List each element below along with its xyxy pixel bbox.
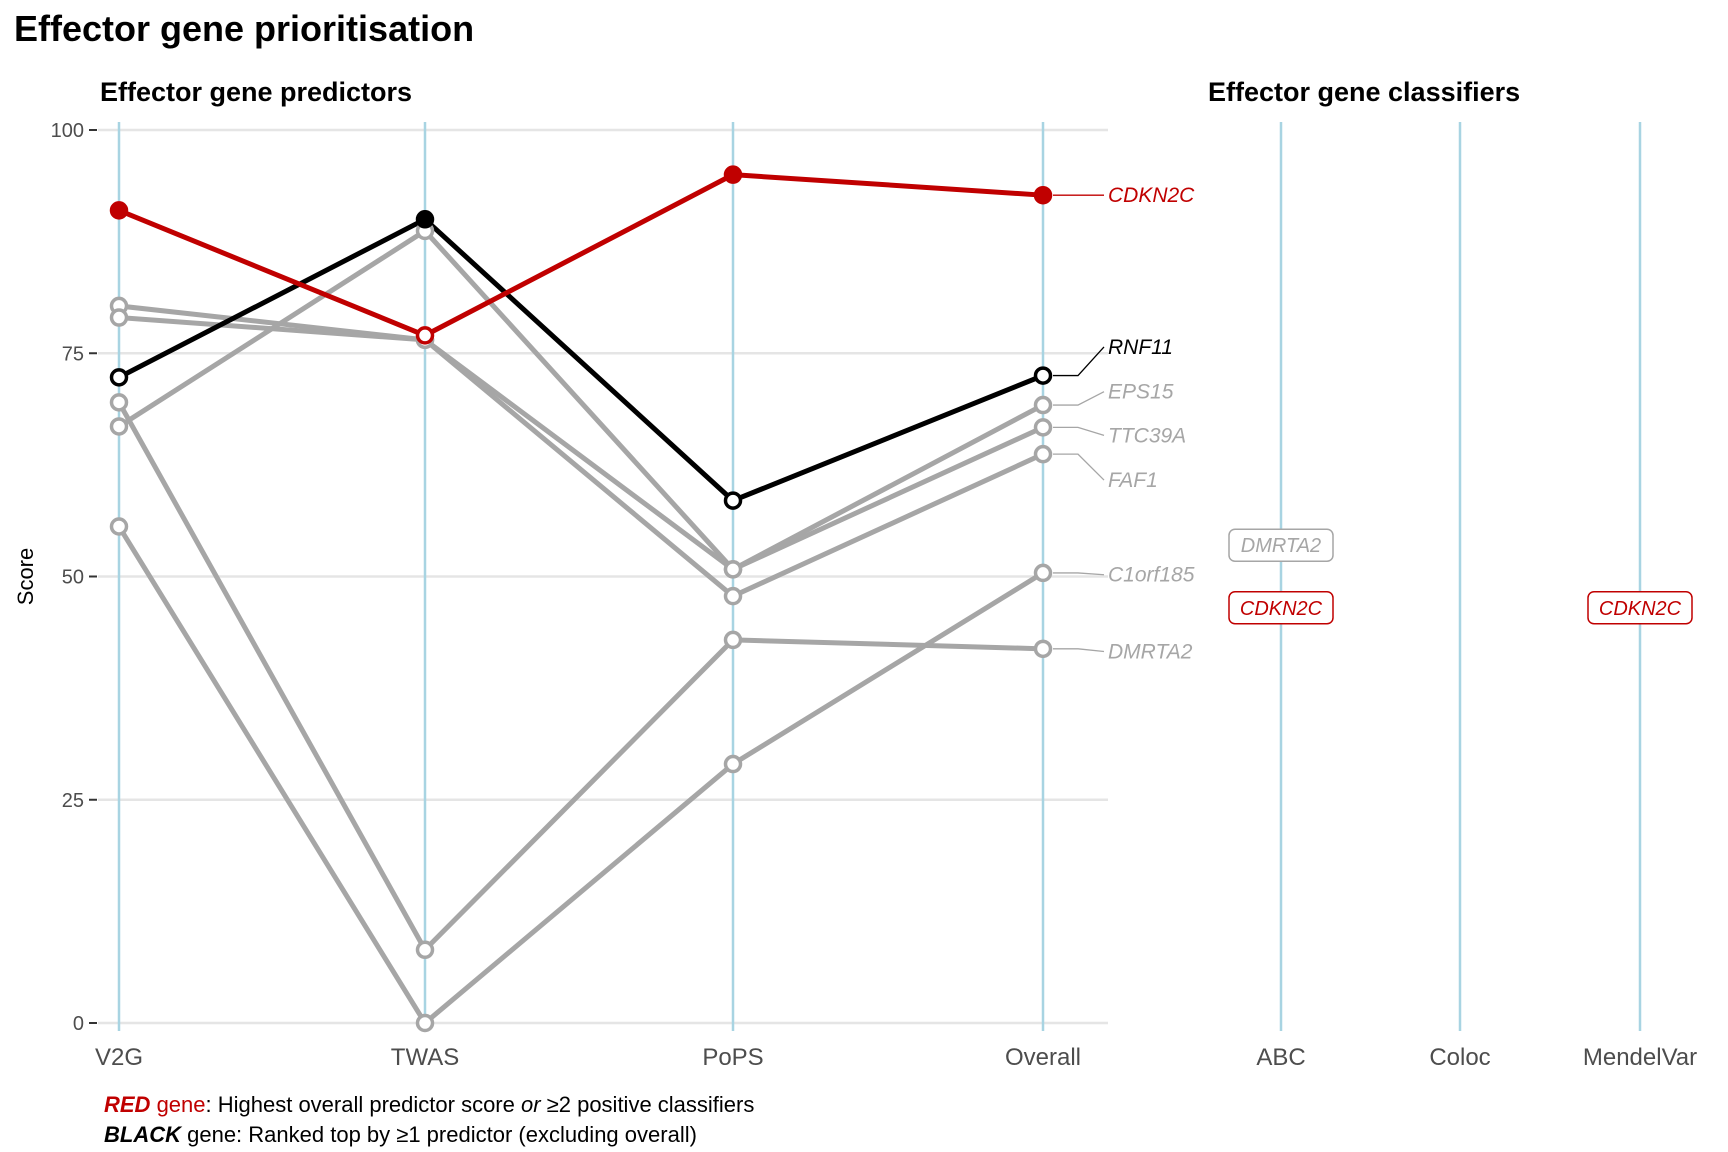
data-point-eps15	[1033, 395, 1053, 415]
data-point-faf1	[109, 308, 129, 327]
grid-layer	[98, 122, 1642, 1031]
data-point-c1orf185	[109, 517, 129, 536]
legend-red-word: RED	[104, 1092, 151, 1117]
x-tick-label: MendelVar	[1583, 1044, 1697, 1071]
legend-red: RED gene: Highest overall predictor scor…	[104, 1092, 754, 1118]
legend-black-word: BLACK	[104, 1122, 181, 1147]
leader-line	[1053, 346, 1105, 377]
classifier-label-cdkn2c: CDKN2C	[1599, 598, 1682, 620]
leader-line	[1053, 572, 1105, 576]
data-point-dmrta2	[109, 393, 129, 412]
axis-layer: Effector gene predictors Effector gene cl…	[13, 77, 1697, 1071]
series-line-rnf11	[117, 216, 1044, 504]
x-tick-label: V2G	[95, 1044, 143, 1071]
leader-line	[1053, 391, 1105, 406]
series-layer	[116, 172, 1045, 1026]
leader-line	[1053, 426, 1105, 437]
data-point-faf1	[1033, 444, 1053, 464]
series-line-faf1	[118, 315, 1045, 599]
leader-line	[1053, 648, 1105, 653]
gene-label-dmrta2: DMRTA2	[1108, 641, 1193, 664]
legend-black: BLACK gene: Ranked top by ≥1 predictor (…	[104, 1122, 697, 1148]
legend-red-text-a: : Highest overall predictor score	[205, 1092, 521, 1117]
x-tick-label: TWAS	[391, 1044, 459, 1071]
gene-label-eps15: EPS15	[1108, 381, 1174, 404]
gene-label-rnf11: RNF11	[1108, 336, 1173, 359]
legend-red-gene: gene	[150, 1092, 206, 1117]
y-tick-label: 0	[73, 1013, 84, 1035]
gene-label-ttc39a: TTC39A	[1108, 424, 1186, 447]
y-tick-label: 75	[62, 343, 84, 365]
series-line-eps15	[118, 303, 1045, 572]
data-point-cdkn2c	[723, 165, 743, 184]
data-point-cdkn2c	[1033, 185, 1053, 205]
legend-red-text-b: ≥2 positive classifiers	[540, 1092, 755, 1117]
data-point-dmrta2	[415, 940, 435, 960]
x-tick-label: PoPS	[702, 1044, 763, 1071]
legend-red-or: or	[520, 1092, 541, 1117]
y-tick-label: 50	[62, 567, 84, 589]
data-point-c1orf185	[723, 754, 743, 774]
legend-black-text: gene: Ranked top by ≥1 predictor (exclud…	[181, 1122, 697, 1147]
data-point-cdkn2c	[415, 326, 435, 345]
y-axis-label: Score	[13, 548, 38, 605]
data-point-rnf11	[1033, 366, 1053, 385]
data-point-dmrta2	[723, 630, 743, 650]
predictors-panel-title: Effector gene predictors	[100, 77, 412, 107]
gene-label-c1orf185: C1orf185	[1108, 564, 1195, 587]
data-point-ttc39a	[723, 560, 743, 579]
x-tick-label: Coloc	[1429, 1044, 1490, 1071]
series-line-cdkn2c	[118, 172, 1044, 338]
classifiers-panel-title: Effector gene classifiers	[1208, 77, 1520, 107]
data-point-rnf11	[415, 210, 435, 229]
labels-layer: CDKN2C RNF11 EPS15 TTC39A FAF1 C1orf185 DMRTA2	[1053, 184, 1195, 664]
gene-label-cdkn2c: CDKN2C	[1108, 184, 1195, 207]
x-tick-label: Overall	[1005, 1044, 1081, 1071]
classifier-label-cdkn2c: CDKN2C	[1240, 598, 1323, 620]
series-line-c1orf185	[116, 525, 1045, 1026]
main-title: Effector gene prioritisation	[14, 8, 475, 49]
classifier-box	[1228, 528, 1334, 562]
classifier-layer: DMRTA2 CDKN2C CDKN2C	[1228, 528, 1693, 625]
data-point-faf1	[723, 586, 743, 606]
data-point-cdkn2c	[109, 201, 129, 220]
classifier-label-dmrta2: DMRTA2	[1241, 535, 1321, 557]
data-point-c1orf185	[415, 1013, 435, 1033]
y-tick-label: 100	[51, 120, 84, 142]
data-point-ttc39a	[109, 417, 129, 436]
gene-label-faf1: FAF1	[1108, 469, 1158, 492]
y-tick-label: 25	[62, 790, 84, 812]
data-point-c1orf185	[1033, 563, 1053, 583]
leader-line	[1053, 453, 1105, 481]
points-layer	[109, 165, 1053, 1033]
data-point-rnf11	[109, 368, 129, 387]
data-point-dmrta2	[1033, 639, 1053, 659]
series-line-dmrta2	[116, 401, 1044, 953]
classifier-box	[1587, 591, 1693, 625]
data-point-rnf11	[723, 491, 743, 510]
data-point-ttc39a	[1033, 418, 1053, 437]
x-tick-label: ABC	[1256, 1044, 1305, 1071]
classifier-box	[1228, 591, 1334, 625]
